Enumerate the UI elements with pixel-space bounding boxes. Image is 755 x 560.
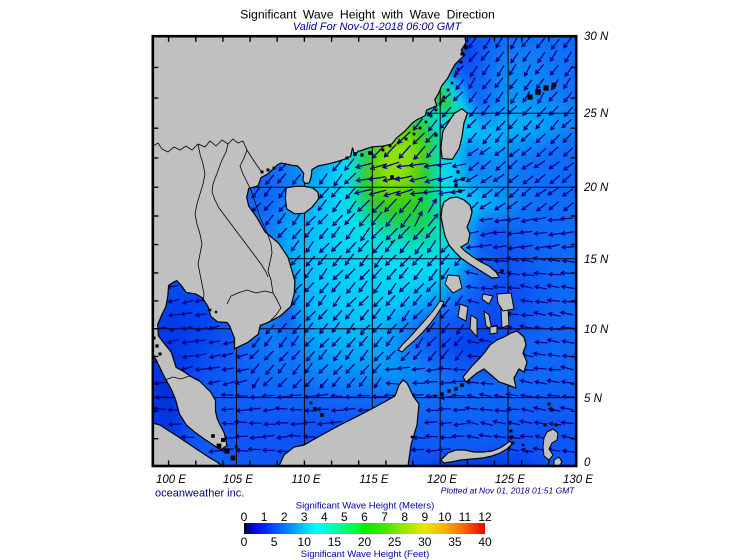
svg-text:100 E: 100 E <box>156 474 186 486</box>
svg-text:12: 12 <box>478 510 492 524</box>
svg-text:oceanweather inc.: oceanweather inc. <box>155 487 244 499</box>
svg-text:130 E: 130 E <box>563 474 593 486</box>
svg-text:11: 11 <box>459 510 472 524</box>
svg-text:4: 4 <box>321 510 328 524</box>
svg-text:20 N: 20 N <box>583 182 609 194</box>
svg-text:0: 0 <box>584 457 591 469</box>
svg-text:9: 9 <box>421 510 428 524</box>
svg-text:2: 2 <box>281 510 288 524</box>
svg-text:115 E: 115 E <box>359 474 389 486</box>
svg-text:5: 5 <box>271 535 278 549</box>
svg-text:0: 0 <box>241 510 248 524</box>
svg-text:Valid For Nov-01-2018 06:00 GM: Valid For Nov-01-2018 06:00 GMT <box>293 21 463 33</box>
svg-text:7: 7 <box>381 510 388 524</box>
svg-text:6: 6 <box>361 510 368 524</box>
svg-text:30 N: 30 N <box>584 31 609 43</box>
svg-text:10 N: 10 N <box>584 324 609 336</box>
svg-text:Significant Wave Height (Meter: Significant Wave Height (Meters) <box>296 501 435 512</box>
svg-text:Plotted at Nov 01, 2018 01:51: Plotted at Nov 01, 2018 01:51 GMT <box>441 486 576 496</box>
svg-text:25: 25 <box>388 535 402 549</box>
svg-text:40: 40 <box>478 535 492 549</box>
svg-text:5: 5 <box>341 510 348 524</box>
svg-text:30: 30 <box>418 535 432 549</box>
svg-text:105 E: 105 E <box>223 474 253 486</box>
svg-text:3: 3 <box>301 510 308 524</box>
svg-text:10: 10 <box>438 510 452 524</box>
svg-text:35: 35 <box>448 535 462 549</box>
svg-text:15 N: 15 N <box>584 254 609 266</box>
svg-text:125 E: 125 E <box>495 474 525 486</box>
svg-text:Significant Wave Height (Feet): Significant Wave Height (Feet) <box>301 549 429 560</box>
svg-text:10: 10 <box>298 535 312 549</box>
svg-text:1: 1 <box>261 510 268 524</box>
svg-text:15: 15 <box>328 535 342 549</box>
svg-text:8: 8 <box>401 510 408 524</box>
svg-text:25 N: 25 N <box>583 108 609 120</box>
svg-text:120 E: 120 E <box>427 474 457 486</box>
svg-text:0: 0 <box>241 535 248 549</box>
svg-text:110 E: 110 E <box>291 474 321 486</box>
svg-text:20: 20 <box>358 535 372 549</box>
svg-text:5 N: 5 N <box>584 393 603 405</box>
svg-text:Significant Wave Height with W: Significant Wave Height with Wave Direct… <box>240 8 495 22</box>
